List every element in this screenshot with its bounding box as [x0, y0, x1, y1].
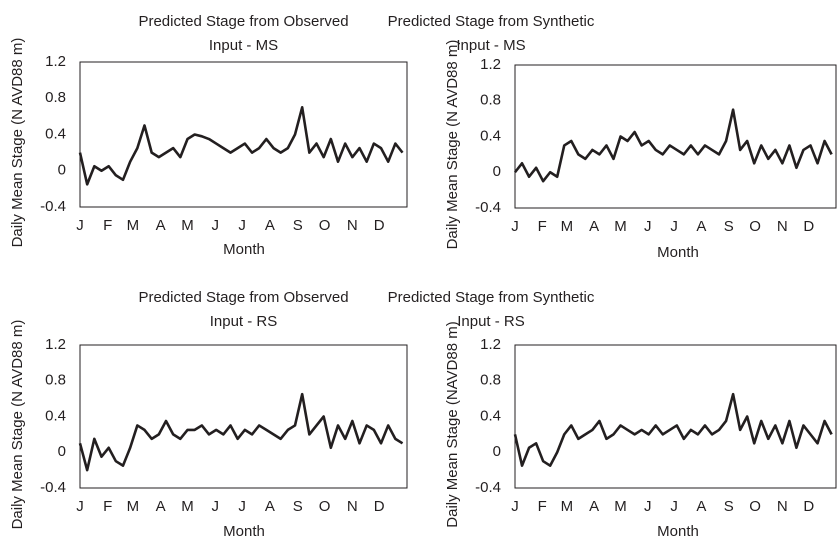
y-axis-label: Daily Mean Stage (NAVD88 m): [444, 321, 461, 527]
y-tick-label: 0.8: [45, 372, 66, 389]
x-tick-label: F: [103, 217, 112, 234]
x-tick-label: N: [777, 498, 788, 515]
y-tick-label: 0.8: [480, 92, 501, 109]
x-tick-label: J: [670, 218, 678, 235]
y-tick-label: 0.4: [480, 127, 501, 144]
x-tick-label: J: [212, 498, 220, 515]
chart-title: Input - MS: [209, 37, 278, 54]
x-tick-label: D: [803, 218, 814, 235]
x-axis-label: Month: [223, 241, 265, 258]
data-line: [513, 392, 833, 467]
x-tick-label: O: [749, 498, 761, 515]
y-axis-label: Daily Mean Stage (N AVD88 m): [444, 40, 461, 250]
y-tick-label: -0.4: [40, 479, 66, 496]
x-tick-label: A: [696, 218, 706, 235]
y-tick-label: 0.4: [45, 407, 66, 424]
x-tick-label: D: [374, 498, 385, 515]
plot-area: [79, 61, 408, 208]
y-tick-label: -0.4: [40, 198, 66, 215]
x-tick-label: S: [724, 498, 734, 515]
y-tick-label: -0.4: [475, 199, 501, 216]
x-tick-label: A: [156, 217, 166, 234]
x-tick-label: D: [374, 217, 385, 234]
x-tick-label: J: [670, 498, 678, 515]
x-tick-label: A: [589, 498, 599, 515]
chart-title: Predicted Stage from Observed: [138, 13, 348, 30]
x-tick-label: O: [319, 498, 331, 515]
chart-title: Predicted Stage from Synthetic: [388, 13, 595, 30]
x-tick-label: S: [724, 218, 734, 235]
y-tick-label: 0: [58, 162, 66, 179]
x-tick-label: M: [181, 498, 194, 515]
x-tick-label: F: [538, 218, 547, 235]
chart-title: Predicted Stage from Observed: [138, 289, 348, 306]
x-tick-label: M: [561, 498, 574, 515]
plot-area: [514, 344, 837, 489]
x-tick-label: M: [561, 218, 574, 235]
y-tick-label: 0.8: [480, 372, 501, 389]
data-line: [78, 106, 404, 186]
x-tick-label: N: [777, 218, 788, 235]
y-axis-label: Daily Mean Stage (N AVD88 m): [9, 320, 26, 530]
x-tick-label: D: [803, 498, 814, 515]
x-tick-label: J: [76, 498, 84, 515]
plot-area: [79, 344, 408, 489]
x-tick-label: A: [696, 498, 706, 515]
chart-title: Predicted Stage from Synthetic: [388, 289, 595, 306]
x-tick-label: O: [319, 217, 331, 234]
x-tick-label: M: [127, 498, 140, 515]
y-tick-label: 0.4: [45, 125, 66, 142]
x-tick-label: J: [644, 218, 652, 235]
y-tick-label: -0.4: [475, 479, 501, 496]
x-tick-label: N: [347, 217, 358, 234]
x-tick-label: M: [614, 218, 627, 235]
x-tick-label: J: [238, 217, 246, 234]
y-tick-label: 1.2: [480, 56, 501, 73]
x-tick-label: J: [511, 218, 519, 235]
x-tick-label: M: [614, 498, 627, 515]
x-axis-label: Month: [657, 523, 699, 540]
x-tick-label: M: [127, 217, 140, 234]
x-tick-label: F: [103, 498, 112, 515]
x-tick-label: S: [293, 498, 303, 515]
x-tick-label: A: [265, 498, 275, 515]
y-tick-label: 0.8: [45, 89, 66, 106]
plot-area: [514, 64, 837, 209]
y-tick-label: 1.2: [45, 53, 66, 70]
x-tick-label: S: [293, 217, 303, 234]
x-tick-label: A: [265, 217, 275, 234]
x-tick-label: A: [589, 218, 599, 235]
x-tick-label: J: [76, 217, 84, 234]
chart-title: Input - RS: [457, 313, 525, 330]
y-tick-label: 0: [58, 443, 66, 460]
x-tick-label: O: [749, 218, 761, 235]
x-axis-label: Month: [657, 244, 699, 261]
data-line: [513, 108, 833, 183]
x-tick-label: F: [538, 498, 547, 515]
x-tick-label: A: [156, 498, 166, 515]
y-tick-label: 1.2: [480, 336, 501, 353]
x-tick-label: J: [238, 498, 246, 515]
y-axis-label: Daily Mean Stage (N AVD88 m): [9, 38, 26, 248]
chart-title: Input - RS: [210, 313, 278, 330]
y-tick-label: 0.4: [480, 407, 501, 424]
x-tick-label: N: [347, 498, 358, 515]
x-tick-label: J: [511, 498, 519, 515]
data-line: [78, 392, 404, 472]
x-tick-label: J: [644, 498, 652, 515]
x-tick-label: M: [181, 217, 194, 234]
y-tick-label: 0: [493, 163, 501, 180]
x-tick-label: J: [212, 217, 220, 234]
chart-title: Input - MS: [456, 37, 525, 54]
y-tick-label: 0: [493, 443, 501, 460]
x-axis-label: Month: [223, 523, 265, 540]
y-tick-label: 1.2: [45, 336, 66, 353]
